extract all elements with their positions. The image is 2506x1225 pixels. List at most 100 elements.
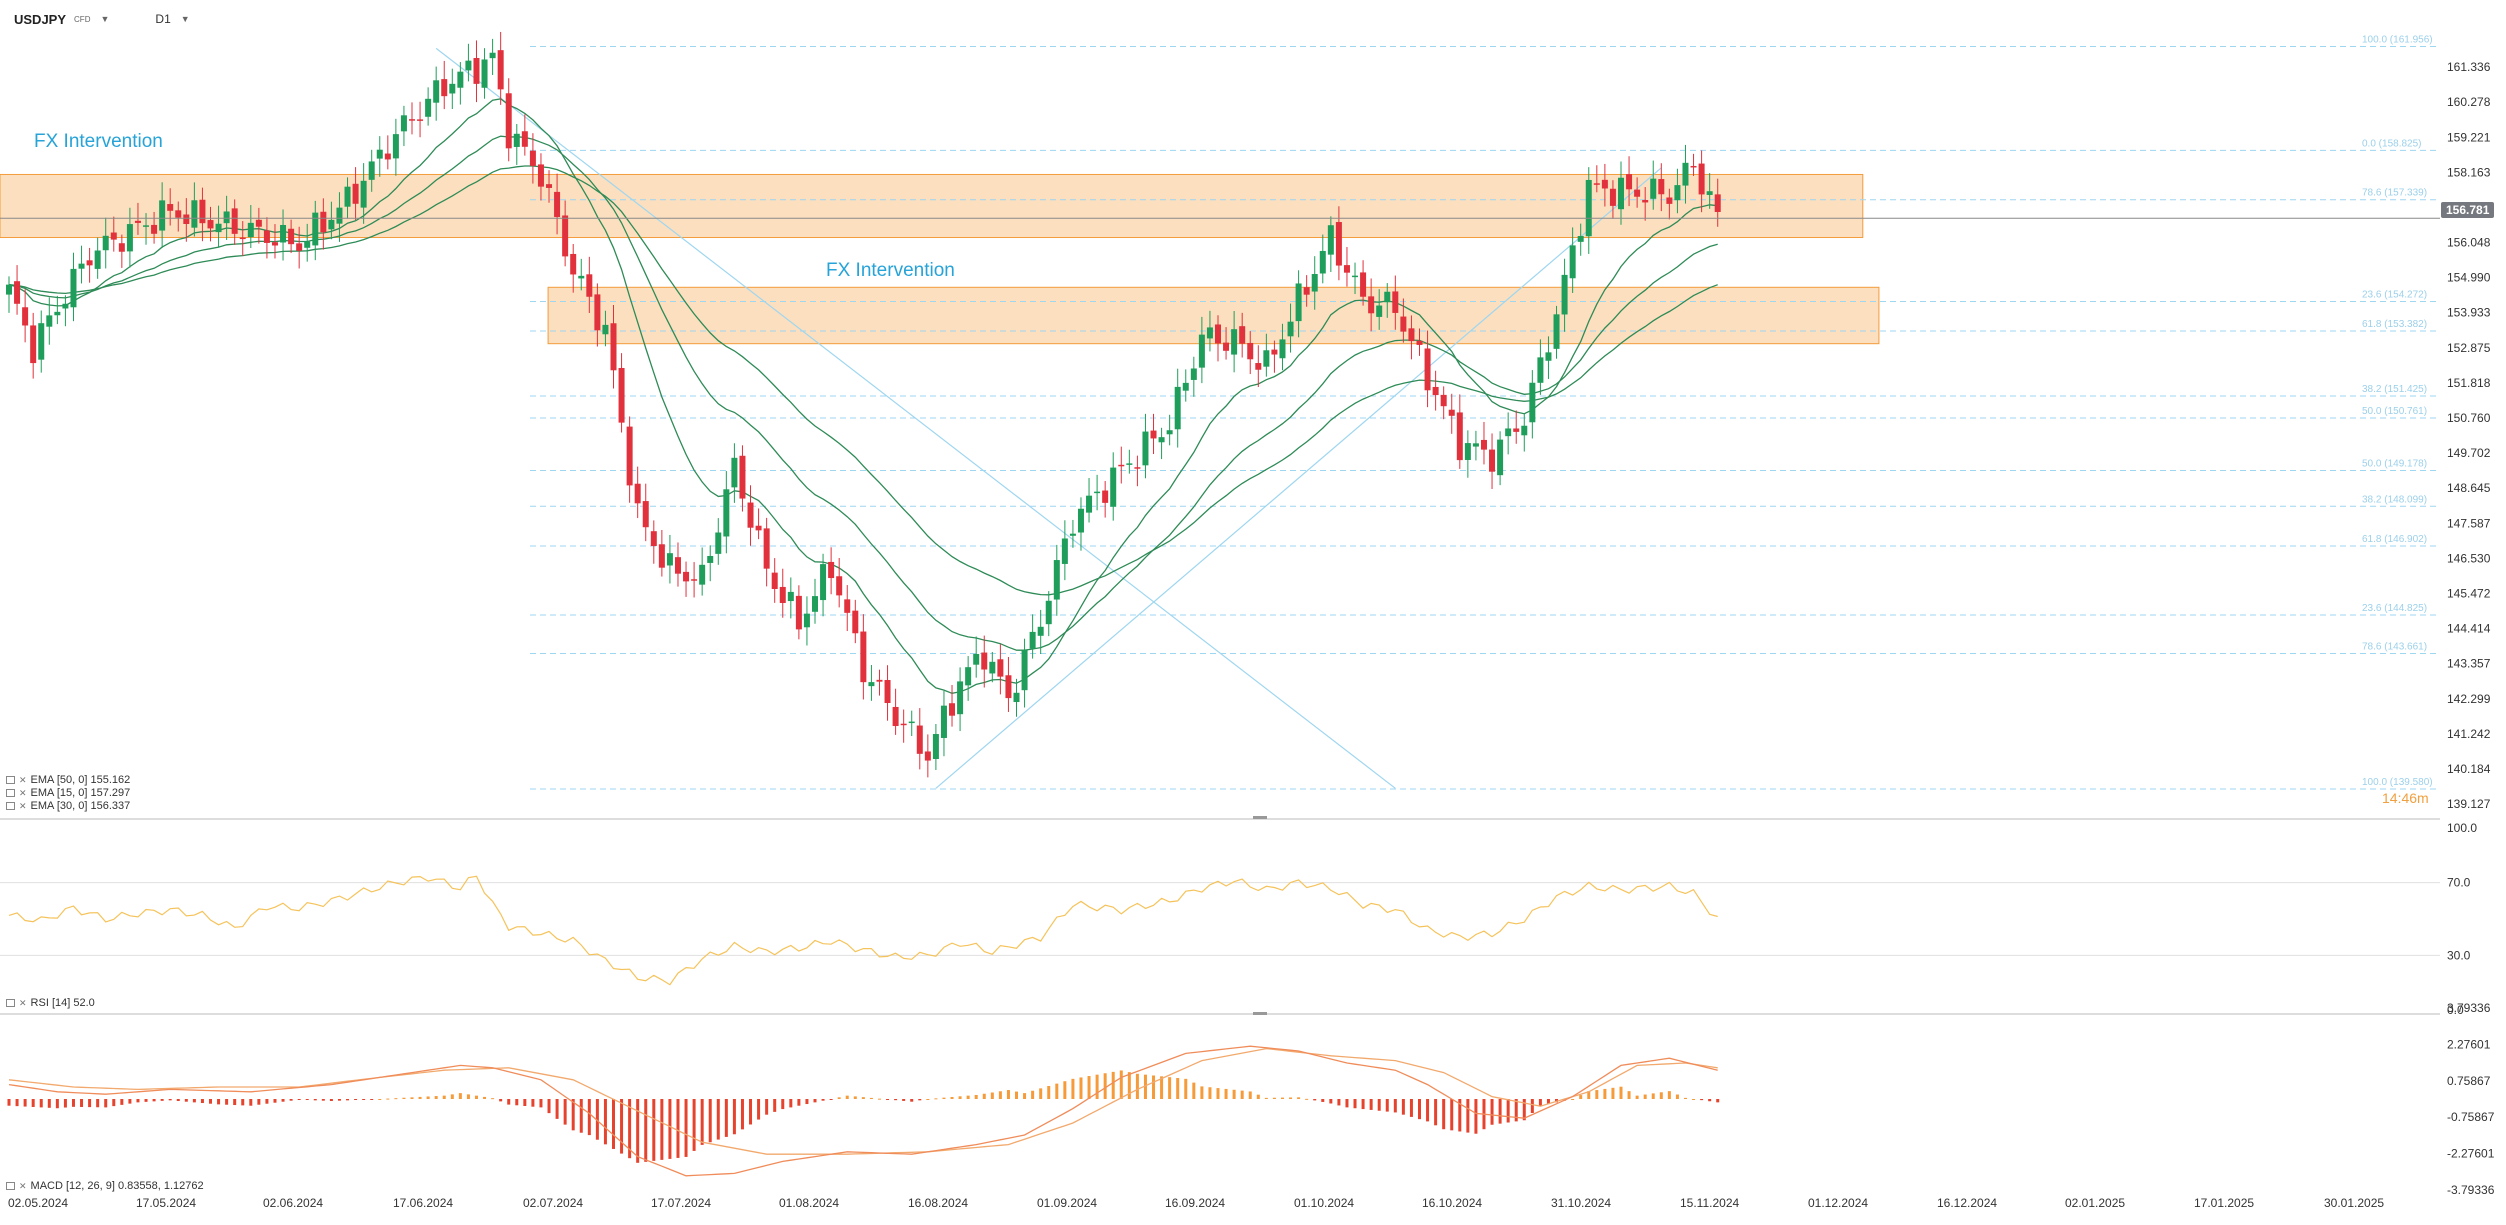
candle-body [94,250,101,269]
macd-histogram-bar [620,1099,624,1154]
macd-histogram-bar [1361,1099,1365,1110]
y-tick-label: 159.221 [2447,130,2491,144]
symbol-dropdown-icon[interactable]: ▼ [100,14,110,24]
candle-body [763,528,770,569]
macd-histogram-bar [660,1099,664,1160]
symbol-name[interactable]: USDJPY [14,11,67,27]
candle-body [562,215,569,257]
macd-histogram-bar [1280,1097,1284,1099]
macd-histogram-bar [1063,1081,1067,1099]
timeframe-selector[interactable]: D1 [155,12,171,26]
candle-body [336,207,343,224]
candle-body [247,222,254,238]
macd-histogram-bar [337,1099,341,1101]
candle-body [1472,443,1479,447]
legend-macd[interactable]: ✕ MACD [12, 26, 9] 0.83558, 1.12762 [6,1180,204,1192]
legend-ema50[interactable]: ✕ EMA [50, 0] 155.162 [6,774,130,786]
trendline [935,167,1662,789]
candle-body [175,210,182,218]
legend-ema15[interactable]: ✕ EMA [15, 0] 157.297 [6,787,130,799]
candle-body [110,232,117,240]
macd-histogram-bar [1047,1085,1051,1099]
macd-histogram-bar [313,1099,317,1101]
candle-body [1440,394,1447,407]
legend-rsi[interactable]: ✕ RSI [14] 52.0 [6,997,95,1009]
y-tick-label: 156.048 [2447,236,2491,250]
macd-histogram-bar [1264,1097,1268,1099]
x-tick-label: 02.06.2024 [263,1196,323,1210]
y-tick-label: 161.336 [2447,60,2491,74]
macd-histogram-bar [1160,1076,1164,1099]
macd-histogram-bar [1651,1093,1655,1099]
symbol-bar[interactable]: USDJPY CFD ▼ D1 ▼ [14,8,190,30]
macd-histogram-bar [1643,1094,1647,1099]
candle-body [674,557,681,574]
candle-body [368,161,375,180]
macd-tick-label: 0.75867 [2447,1074,2491,1088]
legend-ema30[interactable]: ✕ EMA [30, 0] 156.337 [6,800,130,812]
candle-body [143,225,150,227]
macd-histogram-bar [410,1097,414,1099]
candle-body [546,184,553,188]
fib-level-label: 38.2 (151.425) [2362,384,2427,395]
macd-histogram-bar [1240,1090,1244,1099]
x-tick-label: 01.12.2024 [1808,1196,1868,1210]
macd-histogram-bar [998,1091,1002,1099]
candle-body [892,706,899,727]
candle-body [932,734,939,760]
timeframe-dropdown-icon[interactable]: ▼ [180,14,190,24]
candle-body [505,93,512,149]
macd-histogram-bar [265,1099,269,1104]
close-icon[interactable]: ✕ [19,787,27,798]
candle-body [271,242,278,246]
macd-histogram-bar [289,1099,293,1101]
macd-histogram-bar [1272,1097,1276,1099]
macd-tick-label: -0.75867 [2447,1110,2495,1124]
candle-body [1489,449,1496,472]
close-icon[interactable]: ✕ [19,774,27,785]
candle-body [1053,560,1060,600]
candle-body [151,224,158,234]
candle-body [1327,225,1334,255]
candle-body [118,243,125,252]
macd-histogram-bar [354,1099,358,1101]
candle-body [1319,250,1326,274]
close-icon[interactable]: ✕ [19,1180,27,1191]
macd-histogram-bar [144,1099,148,1102]
fx-intervention-label-2[interactable]: FX Intervention [826,260,955,281]
candle-body [1392,291,1399,313]
macd-histogram-bar [321,1099,325,1101]
fib-level-label: 23.6 (144.825) [2362,603,2427,614]
macd-histogram-bar [273,1099,277,1103]
candle-body [409,119,415,121]
macd-histogram-bar [1418,1099,1421,1120]
macd-histogram-bar [918,1099,922,1101]
candle-body [795,595,802,630]
candle-body [1658,179,1665,195]
macd-histogram-bar [595,1099,599,1140]
legend-settings-icon[interactable] [6,789,15,797]
candle-body [1384,291,1391,303]
macd-histogram-bar [55,1099,59,1109]
macd-histogram-bar [1514,1099,1518,1122]
fx-intervention-label-1[interactable]: FX Intervention [34,131,163,152]
candle-body [1529,382,1536,423]
candle-body [1206,327,1213,339]
close-icon[interactable]: ✕ [19,800,27,811]
close-icon[interactable]: ✕ [19,997,27,1008]
candle-body [699,564,706,585]
candle-body [940,705,947,738]
macd-histogram-bar [15,1099,19,1107]
macd-histogram-bar [740,1099,744,1130]
legend-settings-icon[interactable] [6,776,15,784]
legend-ema15-text: EMA [15, 0] 157.297 [30,787,131,799]
candle-body [207,220,214,229]
legend-settings-icon[interactable] [6,802,15,810]
candle-body [1569,245,1576,279]
candle-body [852,610,859,634]
legend-settings-icon[interactable] [6,999,15,1007]
macd-histogram-bar [1135,1073,1139,1099]
candle-body [159,200,166,231]
legend-settings-icon[interactable] [6,1182,15,1190]
